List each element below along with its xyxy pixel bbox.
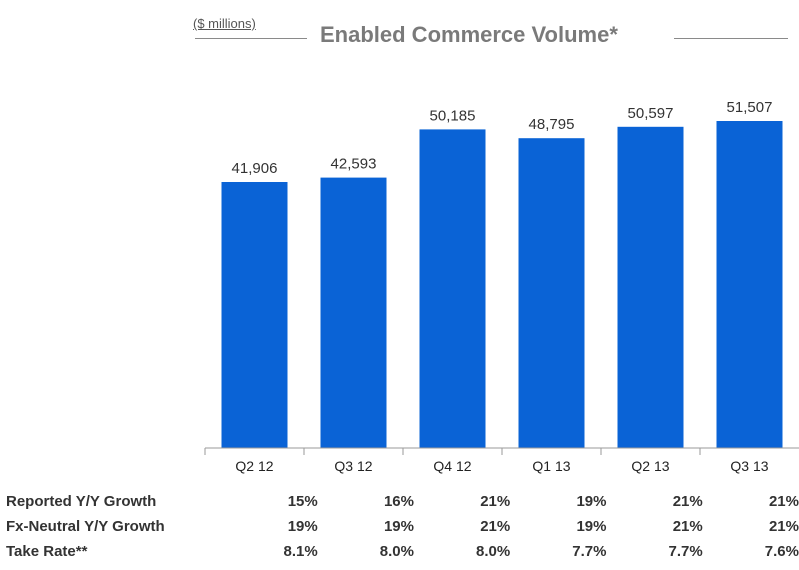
- metrics-row: Fx-Neutral Y/Y Growth 19% 19% 21% 19% 21% 21%: [0, 514, 799, 539]
- chart-title: Enabled Commerce Volume*: [320, 22, 618, 47]
- x-tick-label: Q2 13: [631, 458, 669, 474]
- bar-chart: 41,906 42,593 50,185 48,795 50,597 51,507 Q2 …: [204, 99, 799, 474]
- bar-q3-13: [716, 121, 783, 448]
- metrics-cell: 16%: [383, 493, 414, 510]
- metrics-cell: 15%: [287, 493, 318, 510]
- metrics-cell: 21%: [672, 518, 703, 535]
- x-axis: Q2 12 Q3 12 Q4 12 Q1 13 Q2 13 Q3 13: [204, 447, 799, 474]
- metrics-cell: 21%: [480, 493, 511, 510]
- metrics-cell: 8.1%: [283, 543, 318, 560]
- bar-q3-12: [320, 177, 387, 448]
- bar-q2-13: [617, 126, 684, 449]
- metrics-cell: 19%: [576, 493, 607, 510]
- metrics-cell: 19%: [383, 518, 414, 535]
- x-tick-label: Q3 12: [334, 458, 372, 474]
- x-tick-label: Q4 12: [433, 458, 471, 474]
- title-rule-left: [195, 38, 307, 39]
- value-label: 50,597: [628, 105, 674, 122]
- metrics-cell: 21%: [672, 493, 703, 510]
- metrics-cell: 8.0%: [476, 543, 511, 560]
- metrics-cell: 7.7%: [572, 543, 607, 560]
- metrics-row-label: Take Rate**: [6, 543, 88, 560]
- value-label: 50,185: [430, 107, 476, 124]
- value-label: 51,507: [727, 99, 773, 116]
- metrics-row: Reported Y/Y Growth 15% 16% 21% 19% 21% 21%: [0, 489, 799, 514]
- metrics-cell: 19%: [287, 518, 318, 535]
- x-tick-label: Q3 13: [730, 458, 768, 474]
- value-label: 41,906: [232, 160, 278, 177]
- units-label: ($ millions): [193, 16, 256, 31]
- value-label: 42,593: [331, 156, 377, 173]
- x-tick-label: Q1 13: [532, 458, 570, 474]
- metrics-row-label: Reported Y/Y Growth: [6, 493, 157, 510]
- bar-q4-12: [419, 129, 486, 448]
- metrics-cell: 21%: [768, 493, 799, 510]
- bars-group: [221, 121, 783, 449]
- bar-q2-12: [221, 182, 288, 448]
- metrics-cell: 19%: [576, 518, 607, 535]
- metrics-cell: 7.7%: [668, 543, 703, 560]
- x-tick-label: Q2 12: [235, 458, 273, 474]
- metrics-cell: 21%: [768, 518, 799, 535]
- metrics-row: Take Rate** 8.1% 8.0% 8.0% 7.7% 7.7% 7.6%: [0, 539, 799, 564]
- metrics-row-label: Fx-Neutral Y/Y Growth: [6, 518, 165, 535]
- bar-q1-13: [518, 138, 585, 448]
- metrics-cell: 21%: [480, 518, 511, 535]
- metrics-table: Reported Y/Y Growth 15% 16% 21% 19% 21% 21% Fx-…: [0, 489, 799, 564]
- metrics-cell: 8.0%: [379, 543, 414, 560]
- value-label: 48,795: [529, 116, 575, 133]
- title-rule-right: [674, 38, 788, 39]
- value-labels-group: 41,906 42,593 50,185 48,795 50,597 51,507: [232, 99, 773, 177]
- metrics-cell: 7.6%: [764, 543, 799, 560]
